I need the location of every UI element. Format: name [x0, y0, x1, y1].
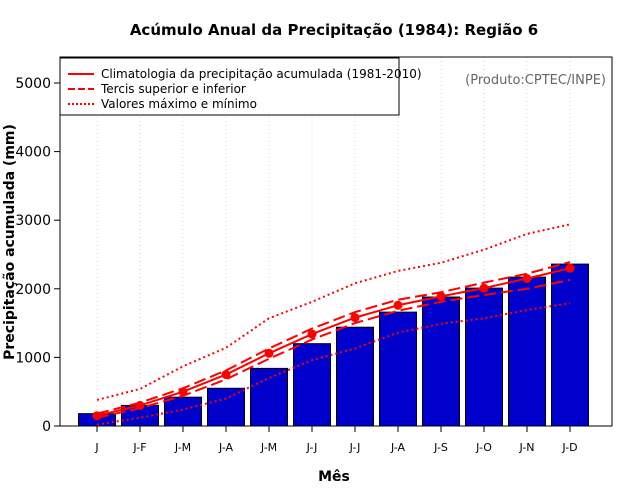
climatology-point	[393, 300, 403, 310]
climatology-point	[436, 291, 446, 301]
y-tick-label: 0	[42, 419, 51, 435]
legend-box	[59, 57, 400, 116]
x-tick-label: J	[94, 441, 98, 454]
y-tick-label: 2000	[15, 282, 51, 298]
x-axis-label: Mês	[318, 469, 350, 485]
chart-title: Acúmulo Anual da Precipitação (1984): Re…	[130, 21, 538, 39]
series-line-2	[96, 261, 571, 415]
bar-8	[379, 311, 417, 427]
x-tick-label: J-A	[218, 441, 234, 454]
lines-layer	[96, 223, 571, 426]
x-tick-label: J-A	[390, 441, 406, 454]
bar-7	[336, 326, 374, 427]
credit-text: (Produto:CPTEC/INPE)	[465, 73, 606, 88]
series-line-4	[96, 223, 571, 401]
series-line-1	[96, 267, 571, 417]
legend-label: Tercis superior e inferior	[100, 82, 246, 96]
legend-label: Valores máximo e mínimo	[101, 97, 257, 111]
bar-12	[551, 263, 589, 427]
climatology-point	[92, 411, 102, 421]
bar-11	[508, 276, 546, 427]
legend: Climatologia da precipitação acumulada (…	[59, 57, 422, 116]
x-tick-label: J-F	[132, 441, 146, 454]
climatology-point	[178, 387, 188, 397]
x-tick-label: J-O	[475, 441, 492, 454]
bar-10	[465, 287, 503, 427]
x-tick-label: J-J	[306, 441, 318, 454]
climatology-point	[135, 400, 145, 410]
x-tick-label: J-D	[561, 441, 577, 454]
x-tick-label: J-J	[349, 441, 361, 454]
bars-layer	[78, 263, 589, 427]
bar-4	[207, 387, 245, 427]
y-tick-label: 1000	[15, 350, 51, 366]
legend-items: Climatologia da precipitação acumulada (…	[68, 67, 422, 111]
climatology-point	[307, 329, 317, 339]
x-tick-label: J-S	[433, 441, 448, 454]
x-axis: J J-F J-M J-A J-M J-J J-J J-A J-S J-O J-N J-D	[94, 425, 578, 454]
series-line-5	[96, 302, 571, 426]
y-axis: 0 1000 2000 3000 4000 5000	[15, 76, 61, 435]
bar-9	[422, 296, 460, 427]
climatology-point	[522, 274, 532, 284]
climatology-point	[221, 370, 231, 380]
x-tick-label: J-M	[260, 441, 277, 454]
x-tick-label: J-M	[174, 441, 191, 454]
series-line-3	[96, 278, 571, 419]
climatology-point	[479, 283, 489, 293]
climatology-point	[350, 313, 360, 323]
bar-5	[250, 367, 288, 427]
climatology-point	[264, 348, 274, 358]
bar-3	[164, 396, 202, 427]
y-axis-label: Precipitação acumulada (mm)	[2, 124, 18, 360]
bar-6	[293, 343, 331, 427]
grid-layer	[96, 57, 571, 426]
x-tick-label: J-N	[518, 441, 534, 454]
y-tick-label: 5000	[15, 76, 51, 92]
markers-layer	[92, 263, 575, 421]
legend-label: Climatologia da precipitação acumulada (…	[101, 67, 422, 81]
climatology-point	[565, 263, 575, 273]
y-tick-label: 3000	[15, 213, 51, 229]
y-tick-label: 4000	[15, 145, 51, 161]
